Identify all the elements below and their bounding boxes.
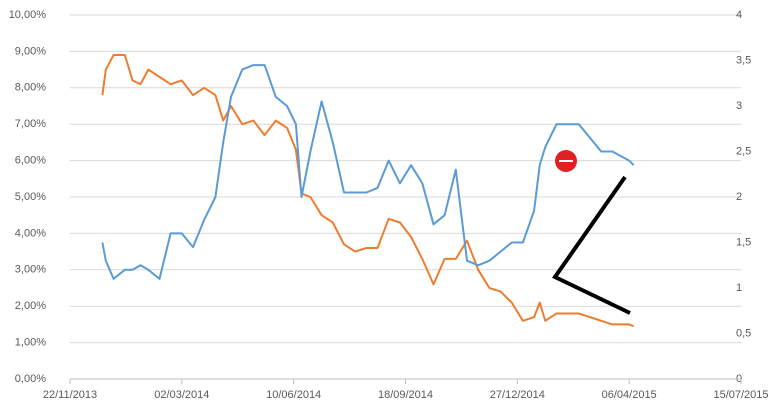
y-tick-label: 5,00% (15, 191, 46, 203)
x-tick-label: 06/04/2015 (602, 389, 657, 401)
y2-tick-label: 3 (736, 100, 742, 112)
x-tick-label: 10/06/2014 (266, 389, 321, 401)
y-tick-label: 0,00% (15, 373, 46, 385)
y2-tick-label: 4 (736, 9, 742, 21)
y-tick-label: 1,00% (15, 337, 46, 349)
y2-tick-label: 2,5 (736, 145, 751, 157)
y2-tick-label: 1,5 (736, 236, 751, 248)
x-tick-label: 18/09/2014 (378, 389, 433, 401)
y-tick-label: 10,00% (9, 9, 47, 21)
x-tick-label: 15/07/2015 (713, 389, 768, 401)
plot-area: 0,00% 1,00% 2,00% 3,00% 4,00% 5,00% 6,00% 7,00%… (9, 9, 769, 401)
y-tick-label: 9,00% (15, 45, 46, 57)
y-tick-label: 2,00% (15, 300, 46, 312)
y-tick-label: 6,00% (15, 155, 46, 167)
y2-tick-label: 3,5 (736, 54, 751, 66)
series-line (101, 54, 634, 328)
drawn-stroke (552, 175, 631, 315)
series-line (101, 64, 635, 280)
x-tick-label: 22/11/2013 (43, 389, 97, 401)
x-tick-label: 27/12/2014 (490, 389, 545, 401)
y-tick-label: 7,00% (15, 118, 46, 130)
annotation (552, 150, 631, 315)
y2-tick-label: 0,5 (736, 327, 751, 339)
y2-tick-label: 2 (736, 191, 742, 203)
y-tick-label: 3,00% (15, 264, 46, 276)
y2-tick-label: 1 (736, 282, 742, 294)
y-tick-label: 4,00% (15, 227, 46, 239)
x-tick-label: 02/03/2014 (154, 389, 209, 401)
y-tick-label: 8,00% (15, 82, 46, 94)
